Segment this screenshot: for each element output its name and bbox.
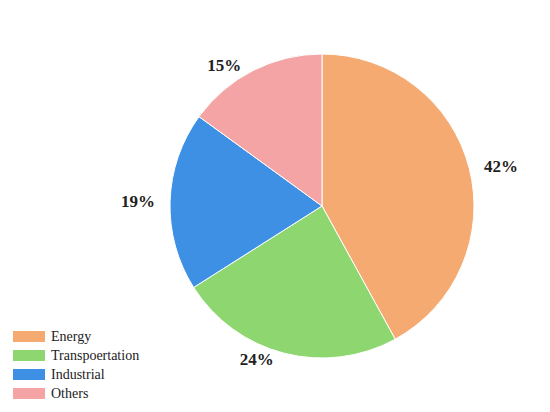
svg-text:24%: 24% xyxy=(240,350,274,369)
svg-text:19%: 19% xyxy=(121,192,155,211)
svg-text:Others: Others xyxy=(51,386,88,401)
svg-text:42%: 42% xyxy=(484,157,518,176)
svg-text:15%: 15% xyxy=(207,56,241,75)
svg-text:Industrial: Industrial xyxy=(51,367,105,382)
svg-text:Energy: Energy xyxy=(51,329,91,344)
svg-text:Transpoertation: Transpoertation xyxy=(51,348,139,363)
